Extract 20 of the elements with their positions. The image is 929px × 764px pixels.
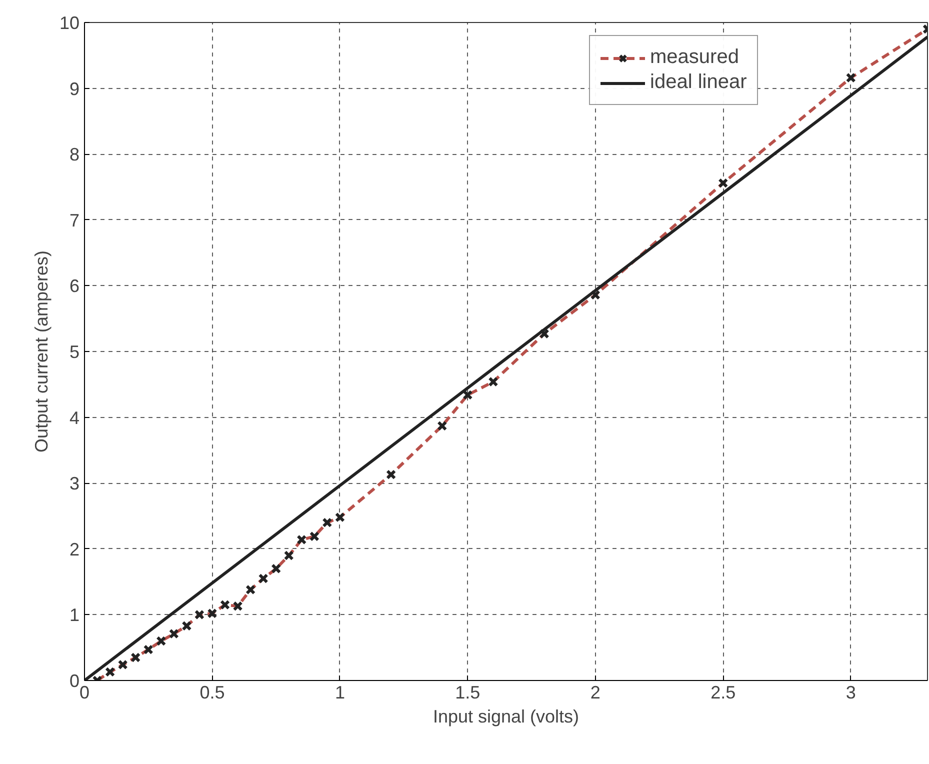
legend-label: measured xyxy=(650,46,739,69)
legend-label: ideal linear xyxy=(650,71,747,94)
x-tick-label: 3 xyxy=(846,682,856,702)
x-tick-label: 2.5 xyxy=(710,682,736,702)
x-axis-title: Input signal (volts) xyxy=(432,706,580,726)
y-tick-label: 2 xyxy=(69,539,80,560)
y-tick-label: 4 xyxy=(69,408,80,428)
y-tick-label: 9 xyxy=(69,78,80,99)
y-axis-title: Output current (amperes) xyxy=(31,250,52,453)
x-tick-label: 1.5 xyxy=(455,682,480,702)
y-tick-label: 10 xyxy=(59,13,80,33)
y-tick-label: 5 xyxy=(69,342,80,362)
y-tick-label: 6 xyxy=(69,276,80,296)
y-tick-label: 7 xyxy=(69,210,80,230)
x-tick-label: 0.5 xyxy=(200,682,225,702)
x-tick-label: 2 xyxy=(590,682,600,702)
x-tick-label: 1 xyxy=(334,682,345,702)
y-tick-label: 3 xyxy=(69,474,80,494)
y-tick-label: 1 xyxy=(69,605,80,626)
y-tick-label: 8 xyxy=(69,144,80,165)
